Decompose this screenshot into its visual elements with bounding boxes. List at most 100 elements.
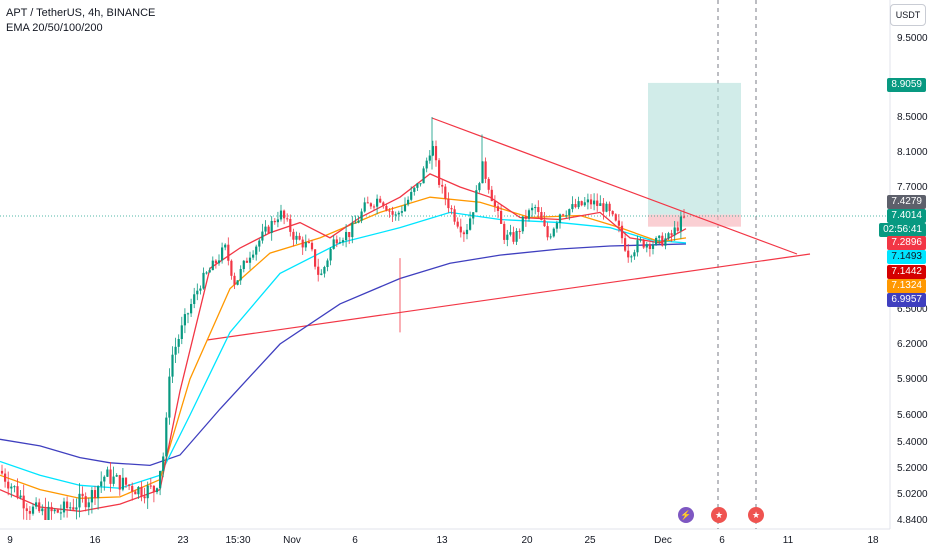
candle-body bbox=[490, 189, 493, 202]
time-tick: 20 bbox=[521, 535, 533, 546]
candle-body bbox=[174, 346, 177, 355]
candle-body bbox=[583, 202, 586, 206]
entry-price-badge: 7.4279 bbox=[887, 195, 926, 209]
ema100-line bbox=[0, 211, 687, 489]
candle-body bbox=[338, 242, 341, 244]
candle-body bbox=[224, 244, 227, 248]
target-zone bbox=[648, 82, 741, 215]
candle-body bbox=[7, 481, 10, 489]
candle-body bbox=[363, 202, 366, 212]
candle-body bbox=[599, 203, 602, 206]
candle-body bbox=[518, 230, 521, 232]
candle-body bbox=[577, 201, 580, 208]
candle-body bbox=[131, 485, 134, 492]
candle-body bbox=[239, 269, 242, 281]
candle-body bbox=[484, 161, 487, 179]
candle-body bbox=[670, 233, 673, 236]
candle-body bbox=[682, 216, 686, 218]
ema100-badge: 7.1442 bbox=[887, 265, 926, 279]
candle-body bbox=[233, 275, 236, 285]
candle-body bbox=[509, 232, 512, 235]
candle-body bbox=[261, 231, 264, 241]
candle-body bbox=[602, 203, 605, 212]
candle-body bbox=[97, 486, 100, 499]
ema200-line bbox=[0, 243, 687, 467]
price-tick: 7.7000 bbox=[897, 182, 928, 193]
candle-body bbox=[286, 218, 289, 220]
candle-body bbox=[41, 508, 44, 512]
candle-body bbox=[221, 247, 224, 261]
us-flag-icon[interactable]: ★ bbox=[748, 507, 764, 523]
candle-body bbox=[56, 509, 59, 513]
candle-body bbox=[360, 211, 363, 221]
candle-body bbox=[664, 238, 667, 246]
indicator-label[interactable]: EMA 20/50/100/200 bbox=[6, 22, 103, 34]
candle-body bbox=[651, 244, 655, 249]
candle-body bbox=[385, 205, 388, 211]
candle-body bbox=[332, 239, 335, 249]
candle-body bbox=[450, 208, 453, 210]
candle-body bbox=[103, 476, 106, 482]
price-tick: 8.5000 bbox=[897, 112, 928, 123]
candle-body bbox=[667, 233, 670, 239]
candle-body bbox=[348, 231, 351, 238]
candle-body bbox=[50, 506, 53, 512]
candle-body bbox=[459, 226, 462, 233]
candle-body bbox=[72, 507, 75, 510]
candle-body bbox=[276, 219, 279, 223]
candle-body bbox=[186, 313, 190, 315]
price-tick: 4.8400 bbox=[897, 515, 928, 526]
stop-zone bbox=[648, 214, 741, 227]
candle-body bbox=[341, 240, 345, 243]
us-flag-icon[interactable]: ★ bbox=[711, 507, 727, 523]
candle-body bbox=[524, 216, 527, 219]
candle-body bbox=[419, 183, 422, 185]
candle-body bbox=[320, 273, 323, 275]
candle-body bbox=[180, 325, 183, 339]
candle-body bbox=[323, 267, 326, 274]
candle-body bbox=[558, 214, 562, 224]
candle-body bbox=[47, 506, 50, 520]
candle-body bbox=[25, 508, 28, 512]
candle-body bbox=[168, 376, 171, 418]
price-tick: 5.0200 bbox=[897, 489, 928, 500]
candle-body bbox=[456, 221, 459, 227]
candle-body bbox=[159, 470, 162, 489]
candle-body bbox=[614, 214, 617, 221]
candle-body bbox=[112, 476, 115, 484]
candle-body bbox=[478, 183, 481, 191]
candle-body bbox=[236, 280, 239, 285]
candle-body bbox=[382, 202, 385, 206]
candle-body bbox=[252, 254, 255, 258]
candle-body bbox=[537, 207, 540, 213]
lightning-icon[interactable]: ⚡ bbox=[678, 507, 694, 523]
currency-button[interactable]: USDT bbox=[890, 4, 926, 26]
candle-body bbox=[624, 238, 627, 251]
candle-body bbox=[258, 240, 261, 247]
countdown-badge: 02:56:41 bbox=[879, 223, 926, 237]
ema20-line bbox=[0, 173, 687, 512]
candle-body bbox=[230, 260, 233, 276]
candle-body bbox=[118, 475, 121, 490]
candle-body bbox=[134, 491, 137, 495]
candle-body bbox=[121, 477, 124, 490]
candle-body bbox=[568, 209, 571, 216]
candle-body bbox=[472, 212, 475, 219]
candle-body bbox=[214, 260, 217, 264]
candle-body bbox=[109, 469, 112, 484]
candle-body bbox=[59, 512, 62, 514]
candle-body bbox=[307, 242, 310, 244]
price-tick: 6.5000 bbox=[897, 304, 928, 315]
candle-body bbox=[633, 252, 636, 257]
candle-body bbox=[413, 187, 416, 192]
lower-trendline bbox=[206, 253, 811, 341]
candle-body bbox=[211, 260, 214, 271]
candle-body bbox=[379, 198, 382, 203]
candle-body bbox=[407, 199, 410, 205]
candle-body bbox=[289, 218, 292, 232]
symbol-title[interactable]: APT / TetherUS, 4h, BINANCE bbox=[6, 7, 156, 19]
candle-body bbox=[93, 490, 97, 499]
candle-body bbox=[515, 230, 518, 242]
